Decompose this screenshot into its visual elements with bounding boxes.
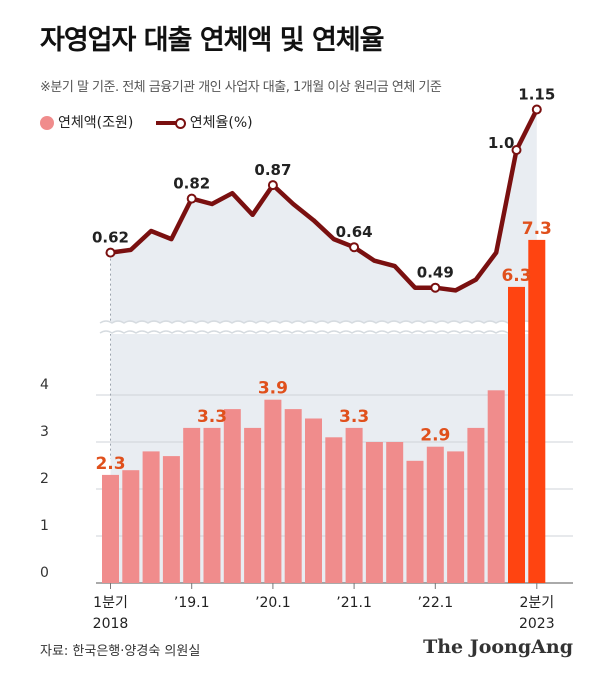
rate-marker-2022Q1 <box>430 282 441 293</box>
bar-2020Q4 <box>325 437 343 583</box>
rate-marker-2023Q1 <box>511 145 522 155</box>
bar-value-label: 2.3 <box>95 454 125 474</box>
bar-2022Q3 <box>467 427 485 583</box>
x-tick-label: 2분기 <box>519 595 554 611</box>
rate-value-label: 1.0 <box>488 134 515 152</box>
bar-2019Q1 <box>183 427 201 583</box>
bar-value-label: 2.9 <box>420 426 450 446</box>
bar-2019Q3 <box>223 409 241 583</box>
x-tick-label: ’21.1 <box>336 595 372 611</box>
rate-value-label: 0.64 <box>336 223 373 241</box>
bar-2023Q2 <box>528 239 546 583</box>
x-tick-label: ’19.1 <box>174 595 210 611</box>
bar-value-label: 3.9 <box>258 379 288 399</box>
axis-break-band <box>100 322 543 334</box>
x-tick-label: ’22.1 <box>417 595 453 611</box>
rate-marker-2020Q1 <box>267 180 278 191</box>
bar-2023Q1 <box>508 286 525 583</box>
bar-2020Q2 <box>284 409 302 583</box>
x-tick-label: ’20.1 <box>255 595 291 611</box>
y-tick-label: 1 <box>40 518 49 534</box>
bar-2018Q1 <box>102 474 119 583</box>
axis-break-wave-bottom <box>99 330 545 334</box>
legend: 연체액(조원) 연체율(%) <box>40 112 271 132</box>
rate-marker-2021Q1 <box>349 242 360 253</box>
rate-value-label: 0.49 <box>417 264 454 282</box>
bar-2018Q3 <box>142 451 160 583</box>
legend-line-swatch <box>155 116 186 130</box>
bar-2021Q1 <box>345 427 363 583</box>
chart-note: ※분기 말 기준. 전체 금융기관 개인 사업자 대출, 1개월 이상 원리금 … <box>40 80 442 95</box>
y-tick-label: 0 <box>40 565 49 581</box>
legend-bar-swatch <box>40 116 54 130</box>
publisher-logo: The JoongAng <box>423 636 573 658</box>
bar-2018Q2 <box>122 470 140 583</box>
y-tick-label: 4 <box>40 377 49 393</box>
legend-item-line: 연체율(%) <box>155 112 253 132</box>
bar-2018Q4 <box>162 456 180 583</box>
rate-value-label: 1.15 <box>518 86 555 104</box>
bar-2020Q1 <box>264 399 282 583</box>
x-tick-label: 1분기 <box>93 595 128 611</box>
x-tick-label: 2018 <box>93 616 129 632</box>
rate-value-label: 0.87 <box>254 161 291 179</box>
bar-2022Q2 <box>447 451 465 583</box>
bar-2021Q3 <box>386 442 404 583</box>
source-note: 자료: 한국은행·양경숙 의원실 <box>40 644 201 659</box>
bar-2020Q3 <box>305 418 322 583</box>
legend-line-label: 연체율(%) <box>189 115 253 131</box>
rate-marker-2019Q1 <box>186 193 197 204</box>
rate-marker-2018Q1 <box>105 247 116 258</box>
rate-marker-2023Q2 <box>531 104 542 115</box>
bar-2022Q1 <box>426 446 444 583</box>
bar-value-label: 6.3 <box>501 266 531 286</box>
bar-value-label: 3.3 <box>197 407 227 427</box>
legend-item-bar: 연체액(조원) <box>40 112 133 132</box>
bar-2021Q2 <box>365 442 383 583</box>
y-tick-label: 3 <box>40 424 49 440</box>
bar-2022Q4 <box>487 390 505 583</box>
x-tick-label: 2023 <box>519 616 555 632</box>
bar-2019Q2 <box>203 427 221 583</box>
chart-title: 자영업자 대출 연체액 및 연체율 <box>40 25 385 56</box>
rate-value-label: 0.82 <box>173 175 210 193</box>
axis-break-wave-top <box>99 320 545 324</box>
rate-value-label: 0.62 <box>92 229 129 247</box>
bar-value-label: 7.3 <box>522 219 552 239</box>
legend-bar-label: 연체액(조원) <box>58 115 134 131</box>
bar-2019Q4 <box>244 427 262 583</box>
bar-value-label: 3.3 <box>339 407 369 427</box>
y-tick-label: 2 <box>40 471 49 487</box>
bar-2021Q4 <box>406 460 424 583</box>
rate-line <box>108 107 540 293</box>
